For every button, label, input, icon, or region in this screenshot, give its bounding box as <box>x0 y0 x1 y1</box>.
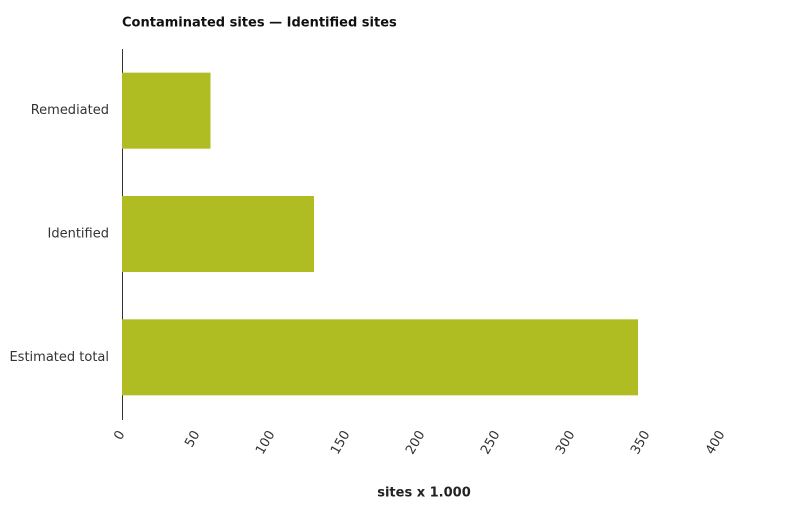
x-tick-label: 200 <box>403 428 428 457</box>
y-tick-label: Estimated total <box>9 350 109 365</box>
x-axis-title: sites x 1.000 <box>377 486 471 501</box>
x-tick-label: 350 <box>628 428 653 457</box>
bar <box>122 196 314 272</box>
bar <box>122 319 638 396</box>
y-tick-label: Identified <box>48 227 109 242</box>
bar <box>122 72 211 149</box>
x-tick-label: 0 <box>111 428 128 443</box>
x-tick-label: 100 <box>253 428 278 457</box>
x-tick-label: 250 <box>478 428 503 457</box>
y-tick-label: Remediated <box>31 103 109 118</box>
x-tick-label: 400 <box>703 428 728 457</box>
x-tick-label: 50 <box>182 428 203 450</box>
x-tick-label: 150 <box>328 428 353 457</box>
x-tick-label: 300 <box>553 428 578 457</box>
chart-title: Contaminated sites — Identified sites <box>122 16 397 31</box>
